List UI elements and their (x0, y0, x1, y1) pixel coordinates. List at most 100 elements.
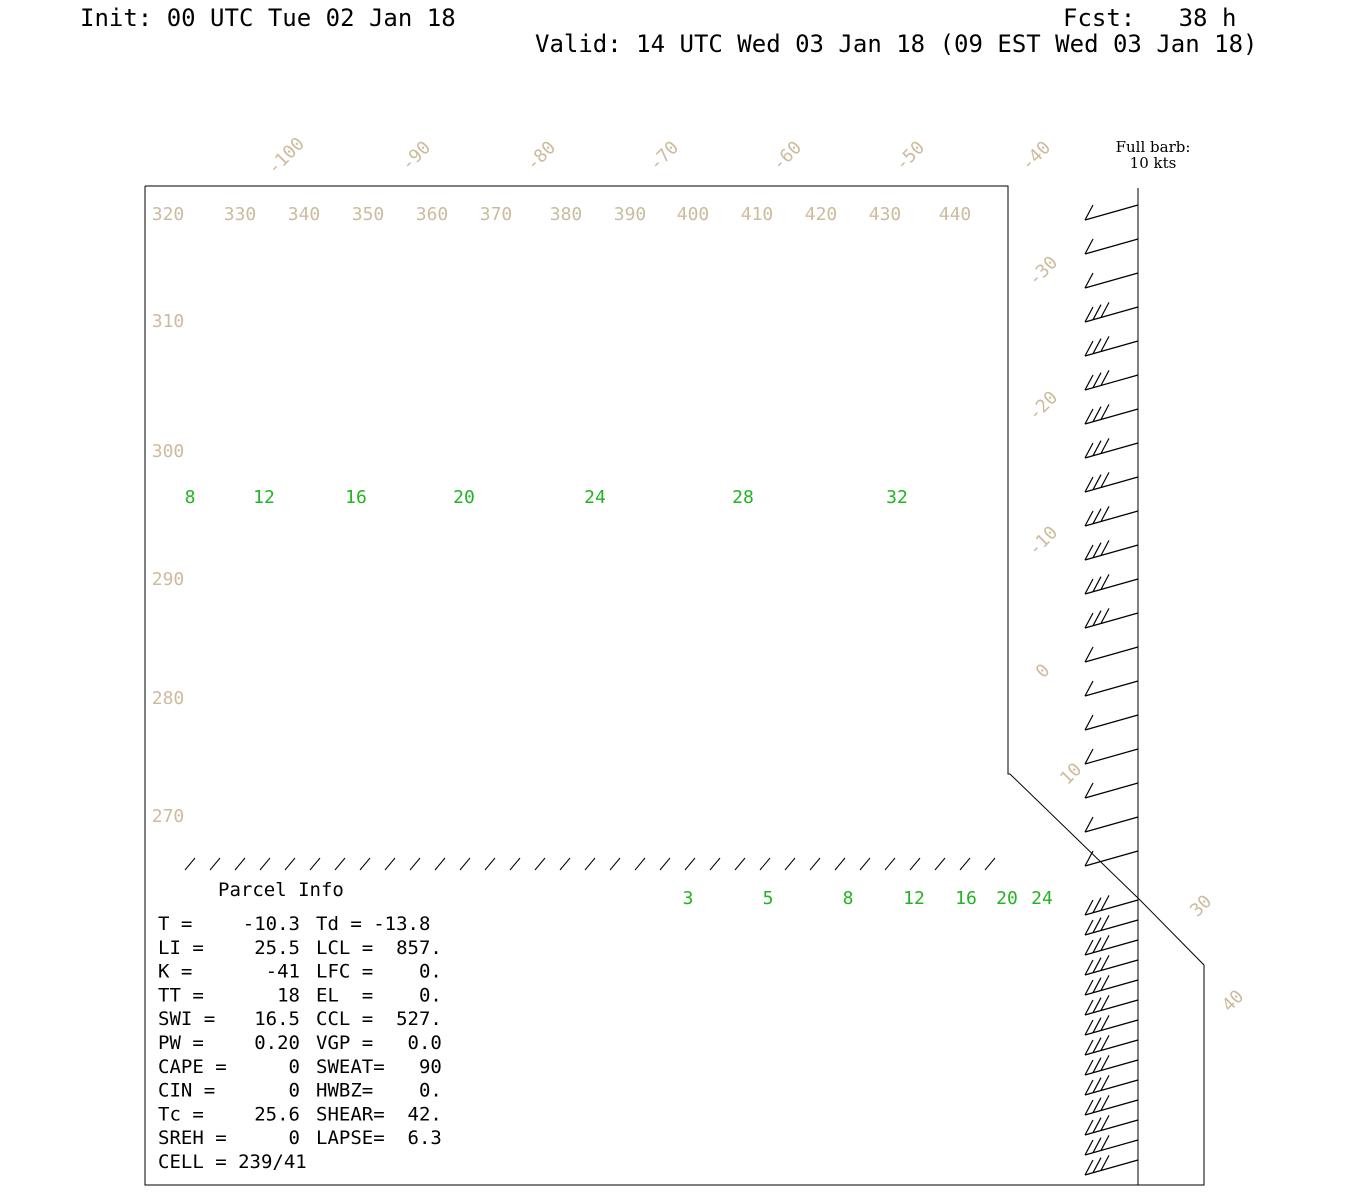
forecast-hour: Fcst: 38 h (1063, 4, 1237, 32)
wind-barb (1084, 404, 1139, 425)
barb-flag (1084, 714, 1094, 731)
wind-barb (1084, 935, 1139, 956)
parcel-row-value: 0 (289, 1080, 300, 1102)
barb-flag (1100, 955, 1110, 971)
barb-shaft (1084, 714, 1139, 731)
barb-shaft (1084, 1139, 1139, 1156)
barb-flag (1100, 1035, 1110, 1051)
hatch-mark (659, 857, 671, 871)
wind-barb (1084, 1115, 1139, 1136)
barb-note-line2: 10 kts (1130, 154, 1177, 172)
mixing-ratio-label: 5 (763, 888, 774, 909)
parcel-row-label: CIN = (158, 1080, 215, 1102)
parcel-row-label: TT = (158, 984, 204, 1006)
barb-flag (1092, 1037, 1102, 1053)
barb-flag (1084, 919, 1094, 936)
barb-flag (1084, 1099, 1094, 1116)
barb-flag (1100, 438, 1110, 454)
wind-barb (1084, 782, 1139, 799)
barb-flag (1092, 1157, 1102, 1173)
wind-barb (1084, 1015, 1139, 1036)
barb-shaft (1084, 979, 1139, 996)
barb-flag (1100, 1135, 1110, 1151)
hatch-mark (409, 857, 421, 871)
theta-label: 430 (869, 204, 902, 225)
barb-flag (1084, 544, 1094, 561)
parcel-row-detail: EL = 0. (316, 984, 442, 1006)
barb-flag (1084, 306, 1094, 323)
barb-shaft (1084, 442, 1139, 459)
mixing-ratio-label: 3 (683, 888, 694, 909)
hatch-mark (634, 857, 646, 871)
barb-flag (1084, 1139, 1094, 1156)
barb-shaft (1084, 1079, 1139, 1096)
parcel-row-detail: LCL = 857. (316, 937, 442, 959)
isotherm-label: -40 (1017, 137, 1055, 175)
isotherm-label: -60 (768, 137, 806, 175)
wind-barb (1084, 646, 1139, 663)
pressure-grid (144, 185, 1205, 1186)
barb-flag (1084, 374, 1094, 391)
barb-flag (1100, 506, 1110, 522)
hatch-mark (334, 857, 346, 871)
theta-label: 410 (741, 204, 774, 225)
theta-label: 360 (416, 204, 449, 225)
hatch-mark (709, 857, 721, 871)
barb-flag (1100, 540, 1110, 556)
mixing-ratio-label: 16 (955, 888, 977, 909)
wind-barb (1084, 816, 1139, 833)
barb-flag (1092, 508, 1102, 524)
diagram-frame (144, 185, 1205, 1186)
parcel-row-detail: VGP = 0.0 (316, 1032, 442, 1054)
barb-shaft (1084, 612, 1139, 629)
barb-flag (1084, 272, 1094, 289)
barb-flag (1100, 915, 1110, 931)
wind-barb (1084, 438, 1139, 459)
hatch-mark (934, 857, 946, 871)
parcel-row-detail: Td = -13.8 (316, 913, 430, 935)
barb-shaft (1084, 919, 1139, 936)
theta-label: 390 (614, 204, 647, 225)
wind-barb (1084, 336, 1139, 357)
barb-shaft (1084, 1119, 1139, 1136)
parcel-row-detail: SWEAT= 90 (316, 1056, 442, 1078)
barb-flag (1084, 1119, 1094, 1136)
parcel-row-label: SREH = (158, 1127, 227, 1149)
barb-flag (1092, 1057, 1102, 1073)
isotherm-label: 40 (1218, 986, 1248, 1016)
parcel-row-value: 25.5 (254, 937, 300, 959)
isotherm-label: -20 (1024, 387, 1062, 425)
barb-shaft (1084, 748, 1139, 765)
parcel-row-label: Tc = (158, 1103, 204, 1125)
barb-flag (1092, 474, 1102, 490)
hatch-mark (859, 857, 871, 871)
parcel-row-detail: SHEAR= 42. (316, 1103, 442, 1125)
hatch-mark (509, 857, 521, 871)
isotherm-label: -30 (1024, 252, 1062, 290)
hatch-mark (534, 857, 546, 871)
wind-barb (1084, 1095, 1139, 1116)
barb-shaft (1084, 544, 1139, 561)
barb-flag (1100, 1015, 1110, 1031)
isotherm-label: 10 (1056, 759, 1086, 789)
barb-flag (1092, 542, 1102, 558)
parcel-row-label: SWI = (158, 1008, 215, 1030)
hatch-mark (309, 857, 321, 871)
barb-flag (1084, 578, 1094, 595)
barb-shaft (1084, 1099, 1139, 1116)
isotherm-label: 30 (1186, 891, 1216, 921)
barb-flag (1084, 999, 1094, 1016)
barb-flag (1084, 1079, 1094, 1096)
isotherm-label: -100 (263, 133, 309, 179)
barb-shaft (1084, 374, 1139, 391)
barb-flag (1084, 939, 1094, 956)
barb-shaft (1084, 340, 1139, 357)
hatch-mark (609, 857, 621, 871)
barb-flag (1100, 302, 1110, 318)
wind-barb (1084, 608, 1139, 629)
barb-shaft (1084, 939, 1139, 956)
barb-flag (1100, 995, 1110, 1011)
barb-flag (1084, 782, 1094, 799)
wind-barb (1084, 748, 1139, 765)
